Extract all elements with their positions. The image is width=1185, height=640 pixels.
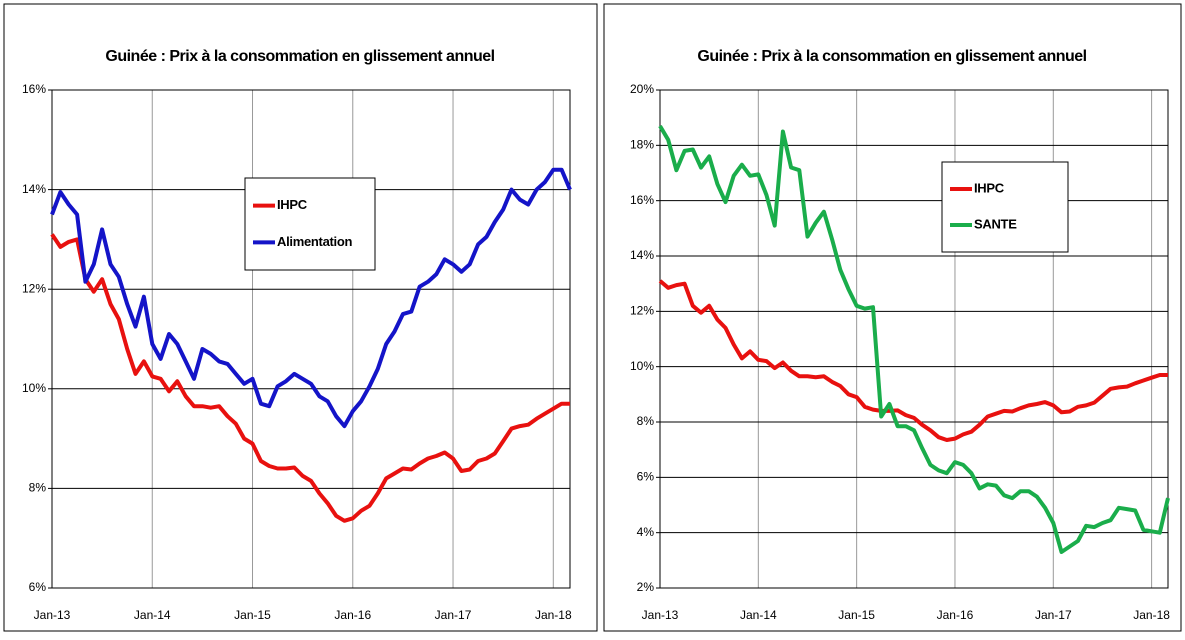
legend-box: [244, 177, 376, 271]
x-tick-label: Jan-15: [838, 608, 875, 622]
y-tick-label: 10%: [630, 359, 654, 373]
chart-title: Guinée : Prix à la consommation en gliss…: [105, 48, 494, 65]
x-tick-label: Jan-18: [1133, 608, 1170, 622]
y-tick-label: 8%: [637, 414, 655, 428]
legend-label: SANTE: [974, 216, 1017, 231]
y-tick-label: 20%: [630, 82, 654, 96]
plot-area: [52, 90, 570, 588]
series-line: [50, 233, 570, 523]
y-tick-label: 2%: [637, 580, 655, 594]
x-tick-label: Jan-13: [34, 608, 71, 622]
x-tick-label: Jan-16: [937, 608, 974, 622]
x-tick-label: Jan-18: [535, 608, 572, 622]
y-tick-label: 12%: [22, 281, 46, 295]
plot-border: [659, 89, 1169, 589]
legend-label: IHPC: [974, 180, 1005, 195]
y-tick-label: 6%: [29, 580, 47, 594]
x-tick-label: Jan-14: [134, 608, 171, 622]
y-tick-label: 16%: [22, 82, 46, 96]
legend-box: [941, 161, 1069, 253]
y-tick-label: 10%: [22, 381, 46, 395]
y-tick-label: 4%: [637, 525, 655, 539]
x-tick-label: Jan-17: [1035, 608, 1072, 622]
y-tick-label: 16%: [630, 193, 654, 207]
legend-label: IHPC: [277, 197, 308, 212]
x-tick-label: Jan-16: [334, 608, 371, 622]
series-line: [658, 279, 1168, 442]
x-tick-label: Jan-13: [642, 608, 679, 622]
plot-border: [51, 89, 571, 589]
x-tick-label: Jan-17: [435, 608, 472, 622]
chart-title: Guinée : Prix à la consommation en gliss…: [697, 48, 1086, 65]
x-tick-label: Jan-15: [234, 608, 271, 622]
y-tick-label: 8%: [29, 481, 47, 495]
legend-label: Alimentation: [277, 234, 352, 249]
y-tick-label: 14%: [22, 182, 46, 196]
y-tick-label: 18%: [630, 138, 654, 152]
x-tick-label: Jan-14: [740, 608, 777, 622]
series-line: [50, 167, 572, 429]
y-tick-label: 6%: [637, 470, 655, 484]
plot-area: [660, 90, 1168, 588]
y-tick-label: 12%: [630, 304, 654, 318]
series-line: [658, 124, 1170, 554]
y-tick-label: 14%: [630, 248, 654, 262]
